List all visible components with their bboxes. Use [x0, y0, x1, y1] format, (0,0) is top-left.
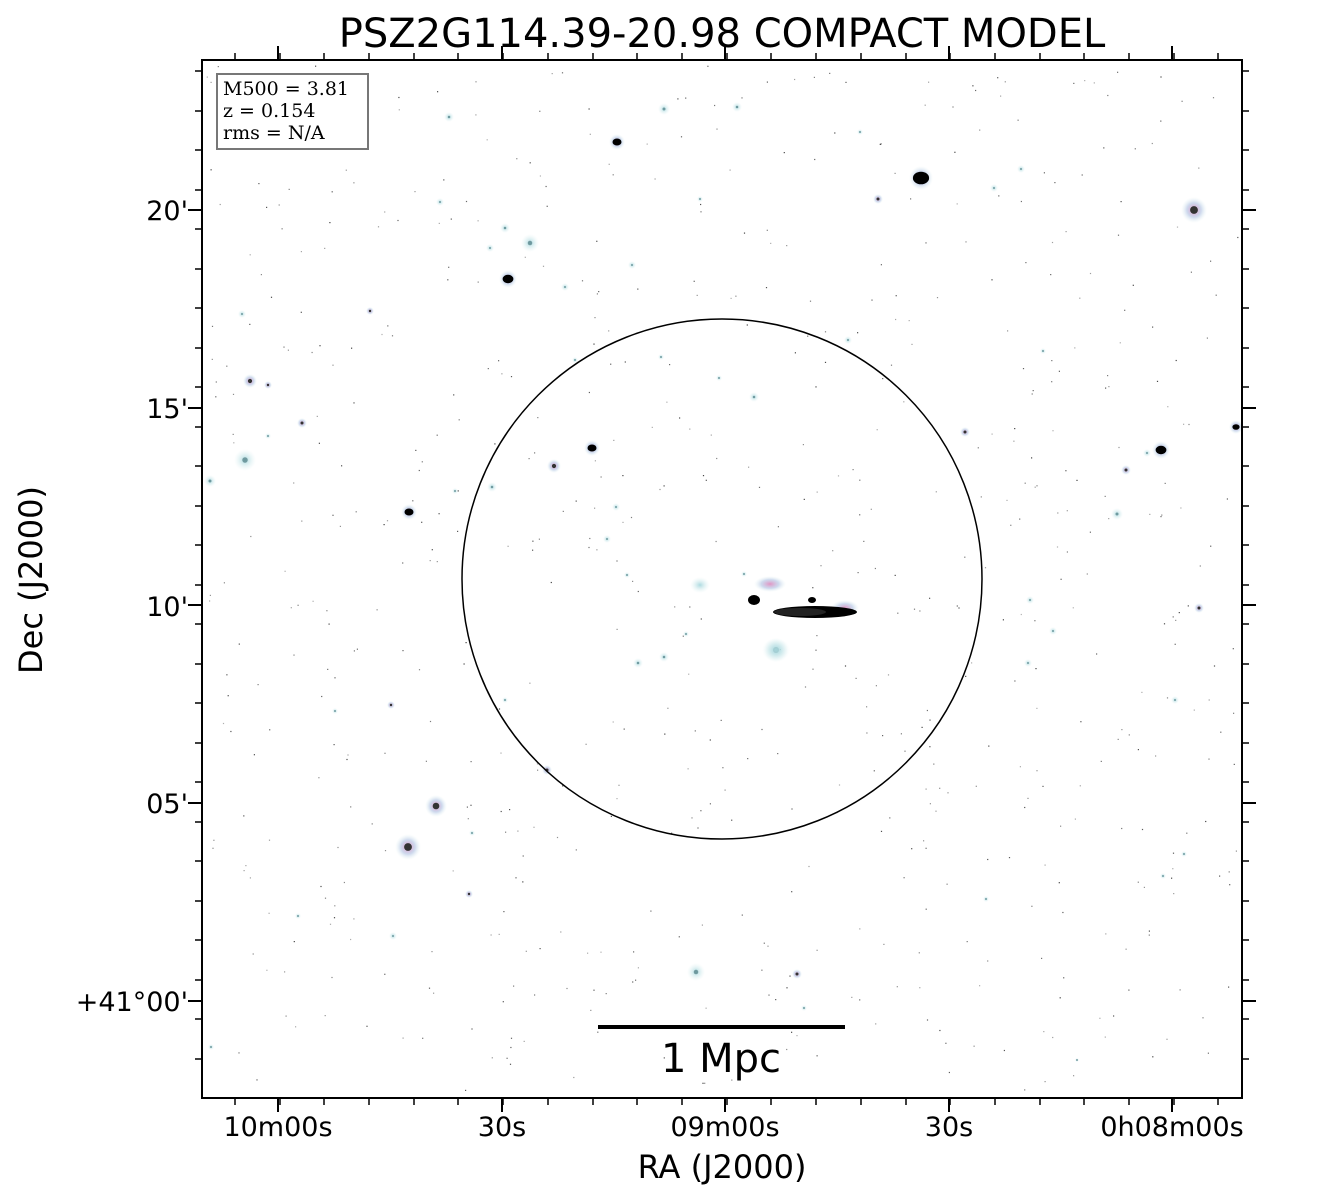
axis-ticks — [188, 46, 1256, 1112]
x-tick-label-30s-left: 30s — [478, 1112, 526, 1143]
scale-bar-label: 1 Mpc — [661, 1036, 781, 1082]
y-tick-label-05: 05' — [146, 789, 188, 820]
radio-sources — [204, 102, 1242, 1062]
y-tick-label-41-00: +41°00' — [76, 987, 188, 1018]
plot-area — [202, 60, 1242, 1098]
plot-frame — [201, 59, 1243, 1099]
x-tick-label-09m00s: 09m00s — [670, 1112, 779, 1143]
r500-circle — [461, 318, 983, 840]
info-rms: rms = N/A — [223, 122, 325, 144]
x-axis-label: RA (J2000) — [638, 1148, 807, 1186]
y-tick-label-20: 20' — [146, 196, 188, 227]
x-tick-label-30s-right: 30s — [925, 1112, 973, 1143]
x-tick-label-0h08m00s: 0h08m00s — [1100, 1112, 1243, 1143]
x-tick-label-10m00s: 10m00s — [223, 1112, 332, 1143]
info-box: M500 = 3.81 z = 0.154 rms = N/A — [216, 73, 369, 150]
y-axis-label: Dec (J2000) — [12, 486, 50, 674]
info-mass: M500 = 3.81 — [223, 78, 349, 100]
info-redshift: z = 0.154 — [223, 100, 315, 122]
figure-title: PSZ2G114.39-20.98 COMPACT MODEL — [339, 11, 1106, 57]
y-tick-label-10: 10' — [146, 592, 188, 623]
source-field — [204, 65, 1242, 1091]
background-noise — [206, 65, 1239, 1091]
central-extended-source — [690, 576, 859, 662]
y-tick-label-15: 15' — [146, 394, 188, 425]
